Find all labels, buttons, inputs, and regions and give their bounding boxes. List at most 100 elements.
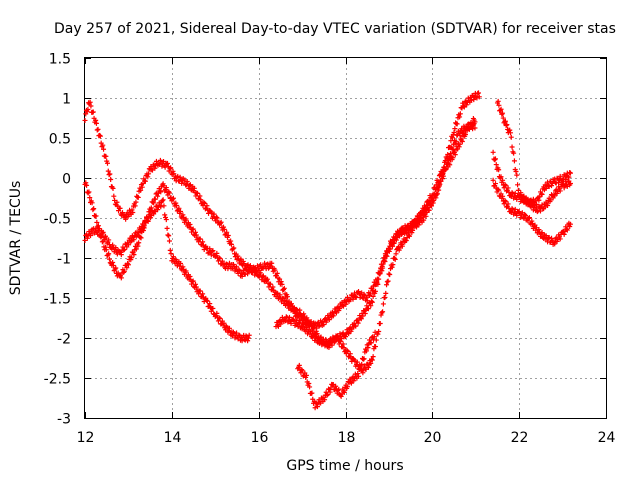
data-point xyxy=(492,157,498,163)
data-point xyxy=(549,183,555,189)
data-point xyxy=(90,207,96,213)
data-point xyxy=(383,290,389,296)
data-point xyxy=(163,217,169,223)
data-point xyxy=(90,109,96,115)
data-point xyxy=(301,322,307,328)
data-point xyxy=(457,132,463,138)
data-point xyxy=(348,380,354,386)
data-point xyxy=(526,215,532,221)
y-tick-label: 1 xyxy=(62,92,71,108)
data-point xyxy=(221,226,227,232)
data-point xyxy=(380,265,386,271)
data-point xyxy=(371,337,377,343)
data-point xyxy=(344,327,350,333)
data-point xyxy=(125,262,131,268)
y-tick-label: 1.5 xyxy=(49,52,71,68)
data-point xyxy=(361,356,367,362)
data-point xyxy=(253,267,259,273)
data-point xyxy=(380,309,386,315)
data-point xyxy=(209,248,215,254)
data-point xyxy=(168,251,174,257)
data-point xyxy=(567,221,573,227)
data-point xyxy=(340,330,346,336)
data-point xyxy=(94,219,100,225)
data-point xyxy=(135,243,141,249)
data-point xyxy=(382,259,388,265)
data-point xyxy=(117,205,123,211)
data-point xyxy=(508,134,514,140)
y-tick-label: -2 xyxy=(57,332,71,348)
data-point xyxy=(421,217,427,223)
data-point xyxy=(443,166,449,172)
data-point xyxy=(133,199,139,205)
data-point xyxy=(136,240,142,246)
data-point xyxy=(376,329,382,335)
data-point xyxy=(193,232,199,238)
data-point xyxy=(100,142,106,148)
data-point xyxy=(472,125,478,131)
data-point xyxy=(211,211,217,217)
data-point xyxy=(184,178,190,184)
data-point xyxy=(496,187,502,193)
data-point xyxy=(87,99,93,105)
data-point xyxy=(552,193,558,199)
data-point xyxy=(260,274,266,280)
data-point xyxy=(258,262,264,268)
data-point xyxy=(200,239,206,245)
data-point xyxy=(504,122,510,128)
data-point xyxy=(409,225,415,231)
data-point xyxy=(94,127,100,133)
data-point xyxy=(241,336,247,342)
x-tick-label: 22 xyxy=(511,430,529,446)
data-point xyxy=(452,152,458,158)
data-point xyxy=(308,320,314,326)
plot-frame xyxy=(84,57,607,419)
data-point xyxy=(297,307,303,313)
data-point xyxy=(86,189,92,195)
data-point xyxy=(564,227,570,233)
data-point xyxy=(121,246,127,252)
data-point xyxy=(156,200,162,206)
data-point xyxy=(358,366,364,372)
data-point xyxy=(296,320,302,326)
data-point xyxy=(214,215,220,221)
data-point xyxy=(321,322,327,328)
data-point xyxy=(406,233,412,239)
data-point xyxy=(557,236,563,242)
data-point xyxy=(385,248,391,254)
data-point xyxy=(556,180,562,186)
data-point xyxy=(406,227,412,233)
data-point xyxy=(352,293,358,299)
data-point xyxy=(106,251,112,257)
data-point xyxy=(368,340,374,346)
data-point xyxy=(350,296,356,302)
data-point xyxy=(214,250,220,256)
data-point xyxy=(545,202,551,208)
data-point xyxy=(419,210,425,216)
data-point xyxy=(190,278,196,284)
data-point xyxy=(362,310,368,316)
data-point xyxy=(322,397,328,403)
data-point xyxy=(224,229,230,235)
data-point xyxy=(507,127,513,133)
data-point xyxy=(534,209,540,215)
data-point xyxy=(294,306,300,312)
data-point xyxy=(265,261,271,267)
data-point xyxy=(456,144,462,150)
data-point xyxy=(93,120,99,126)
data-point xyxy=(430,191,436,197)
data-point xyxy=(193,281,199,287)
data-point xyxy=(307,384,313,390)
data-point xyxy=(376,276,382,282)
series-track-1 xyxy=(82,90,482,331)
data-point xyxy=(274,319,280,325)
data-point xyxy=(207,301,213,307)
data-point xyxy=(370,354,376,360)
data-point xyxy=(152,196,158,202)
data-point xyxy=(121,268,127,274)
data-point xyxy=(471,97,477,103)
data-point xyxy=(326,317,332,323)
data-point xyxy=(333,383,339,389)
data-point xyxy=(132,203,138,209)
data-point xyxy=(216,315,222,321)
